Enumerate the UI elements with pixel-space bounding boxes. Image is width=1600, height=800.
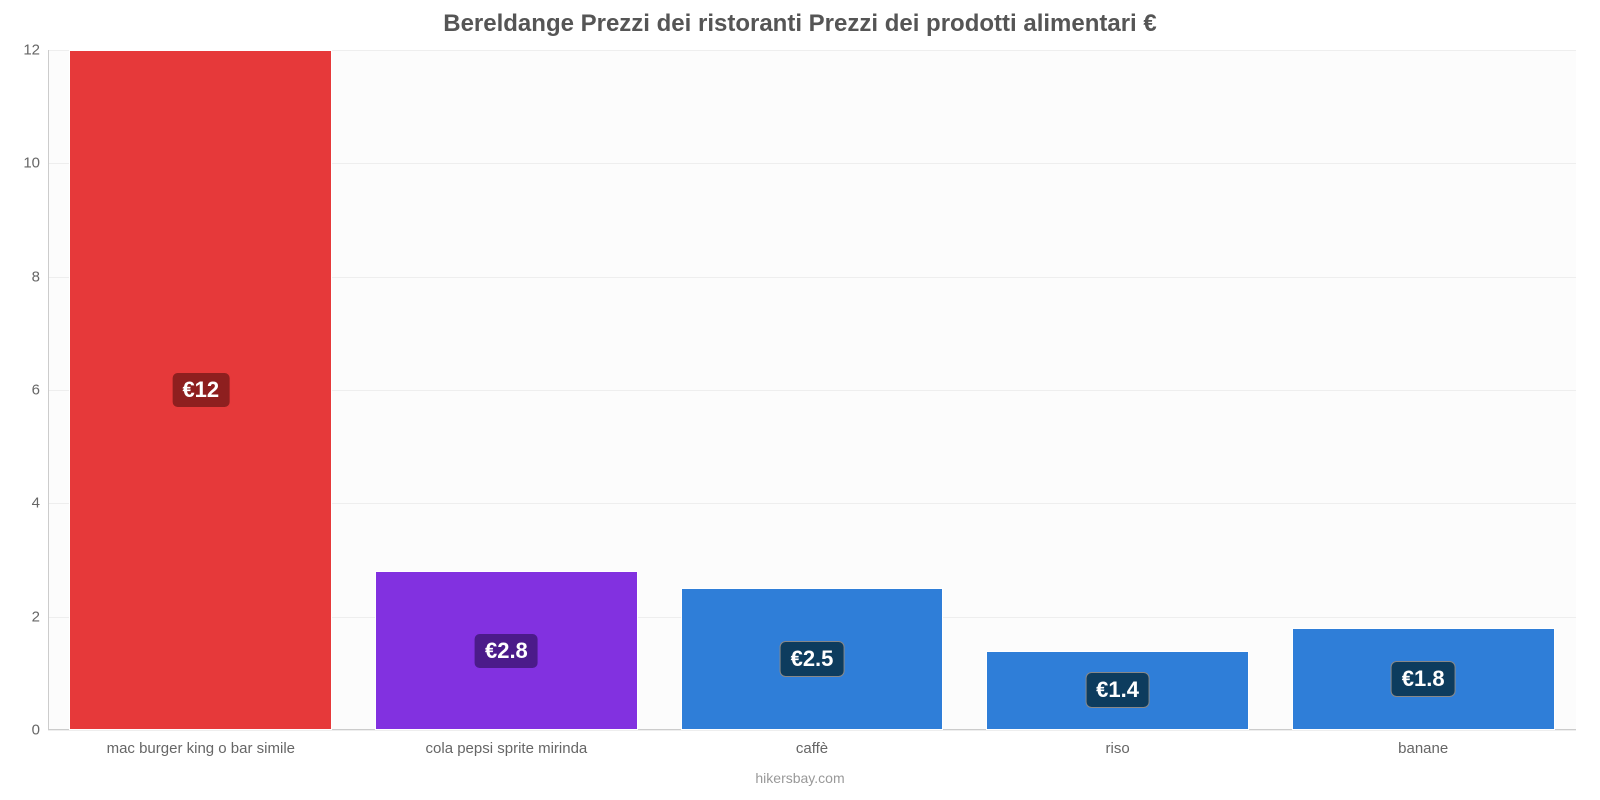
xtick-label: riso [1106, 730, 1130, 757]
xtick-label: caffè [796, 730, 828, 757]
ytick-label: 2 [32, 608, 48, 625]
y-axis-line [48, 50, 49, 730]
ytick-label: 8 [32, 268, 48, 285]
ytick-label: 10 [23, 155, 48, 172]
bar-value-label: €12 [171, 372, 230, 408]
chart-title: Bereldange Prezzi dei ristoranti Prezzi … [0, 0, 1600, 38]
watermark-text: hikersbay.com [755, 770, 844, 786]
bar-value-label: €1.4 [1085, 672, 1150, 708]
xtick-label: mac burger king o bar simile [107, 730, 295, 757]
plot-wrap: 024681012€12mac burger king o bar simile… [48, 50, 1576, 730]
bar-value-label: €2.5 [780, 641, 845, 677]
xtick-label: banane [1398, 730, 1448, 757]
plot-area: 024681012€12mac burger king o bar simile… [48, 50, 1576, 730]
ytick-label: 6 [32, 382, 48, 399]
bar-value-label: €1.8 [1391, 661, 1456, 697]
chart-container: Bereldange Prezzi dei ristoranti Prezzi … [0, 0, 1600, 800]
ytick-label: 0 [32, 722, 48, 739]
xtick-label: cola pepsi sprite mirinda [426, 730, 588, 757]
ytick-label: 12 [23, 42, 48, 59]
ytick-label: 4 [32, 495, 48, 512]
bar-value-label: €2.8 [474, 633, 539, 669]
